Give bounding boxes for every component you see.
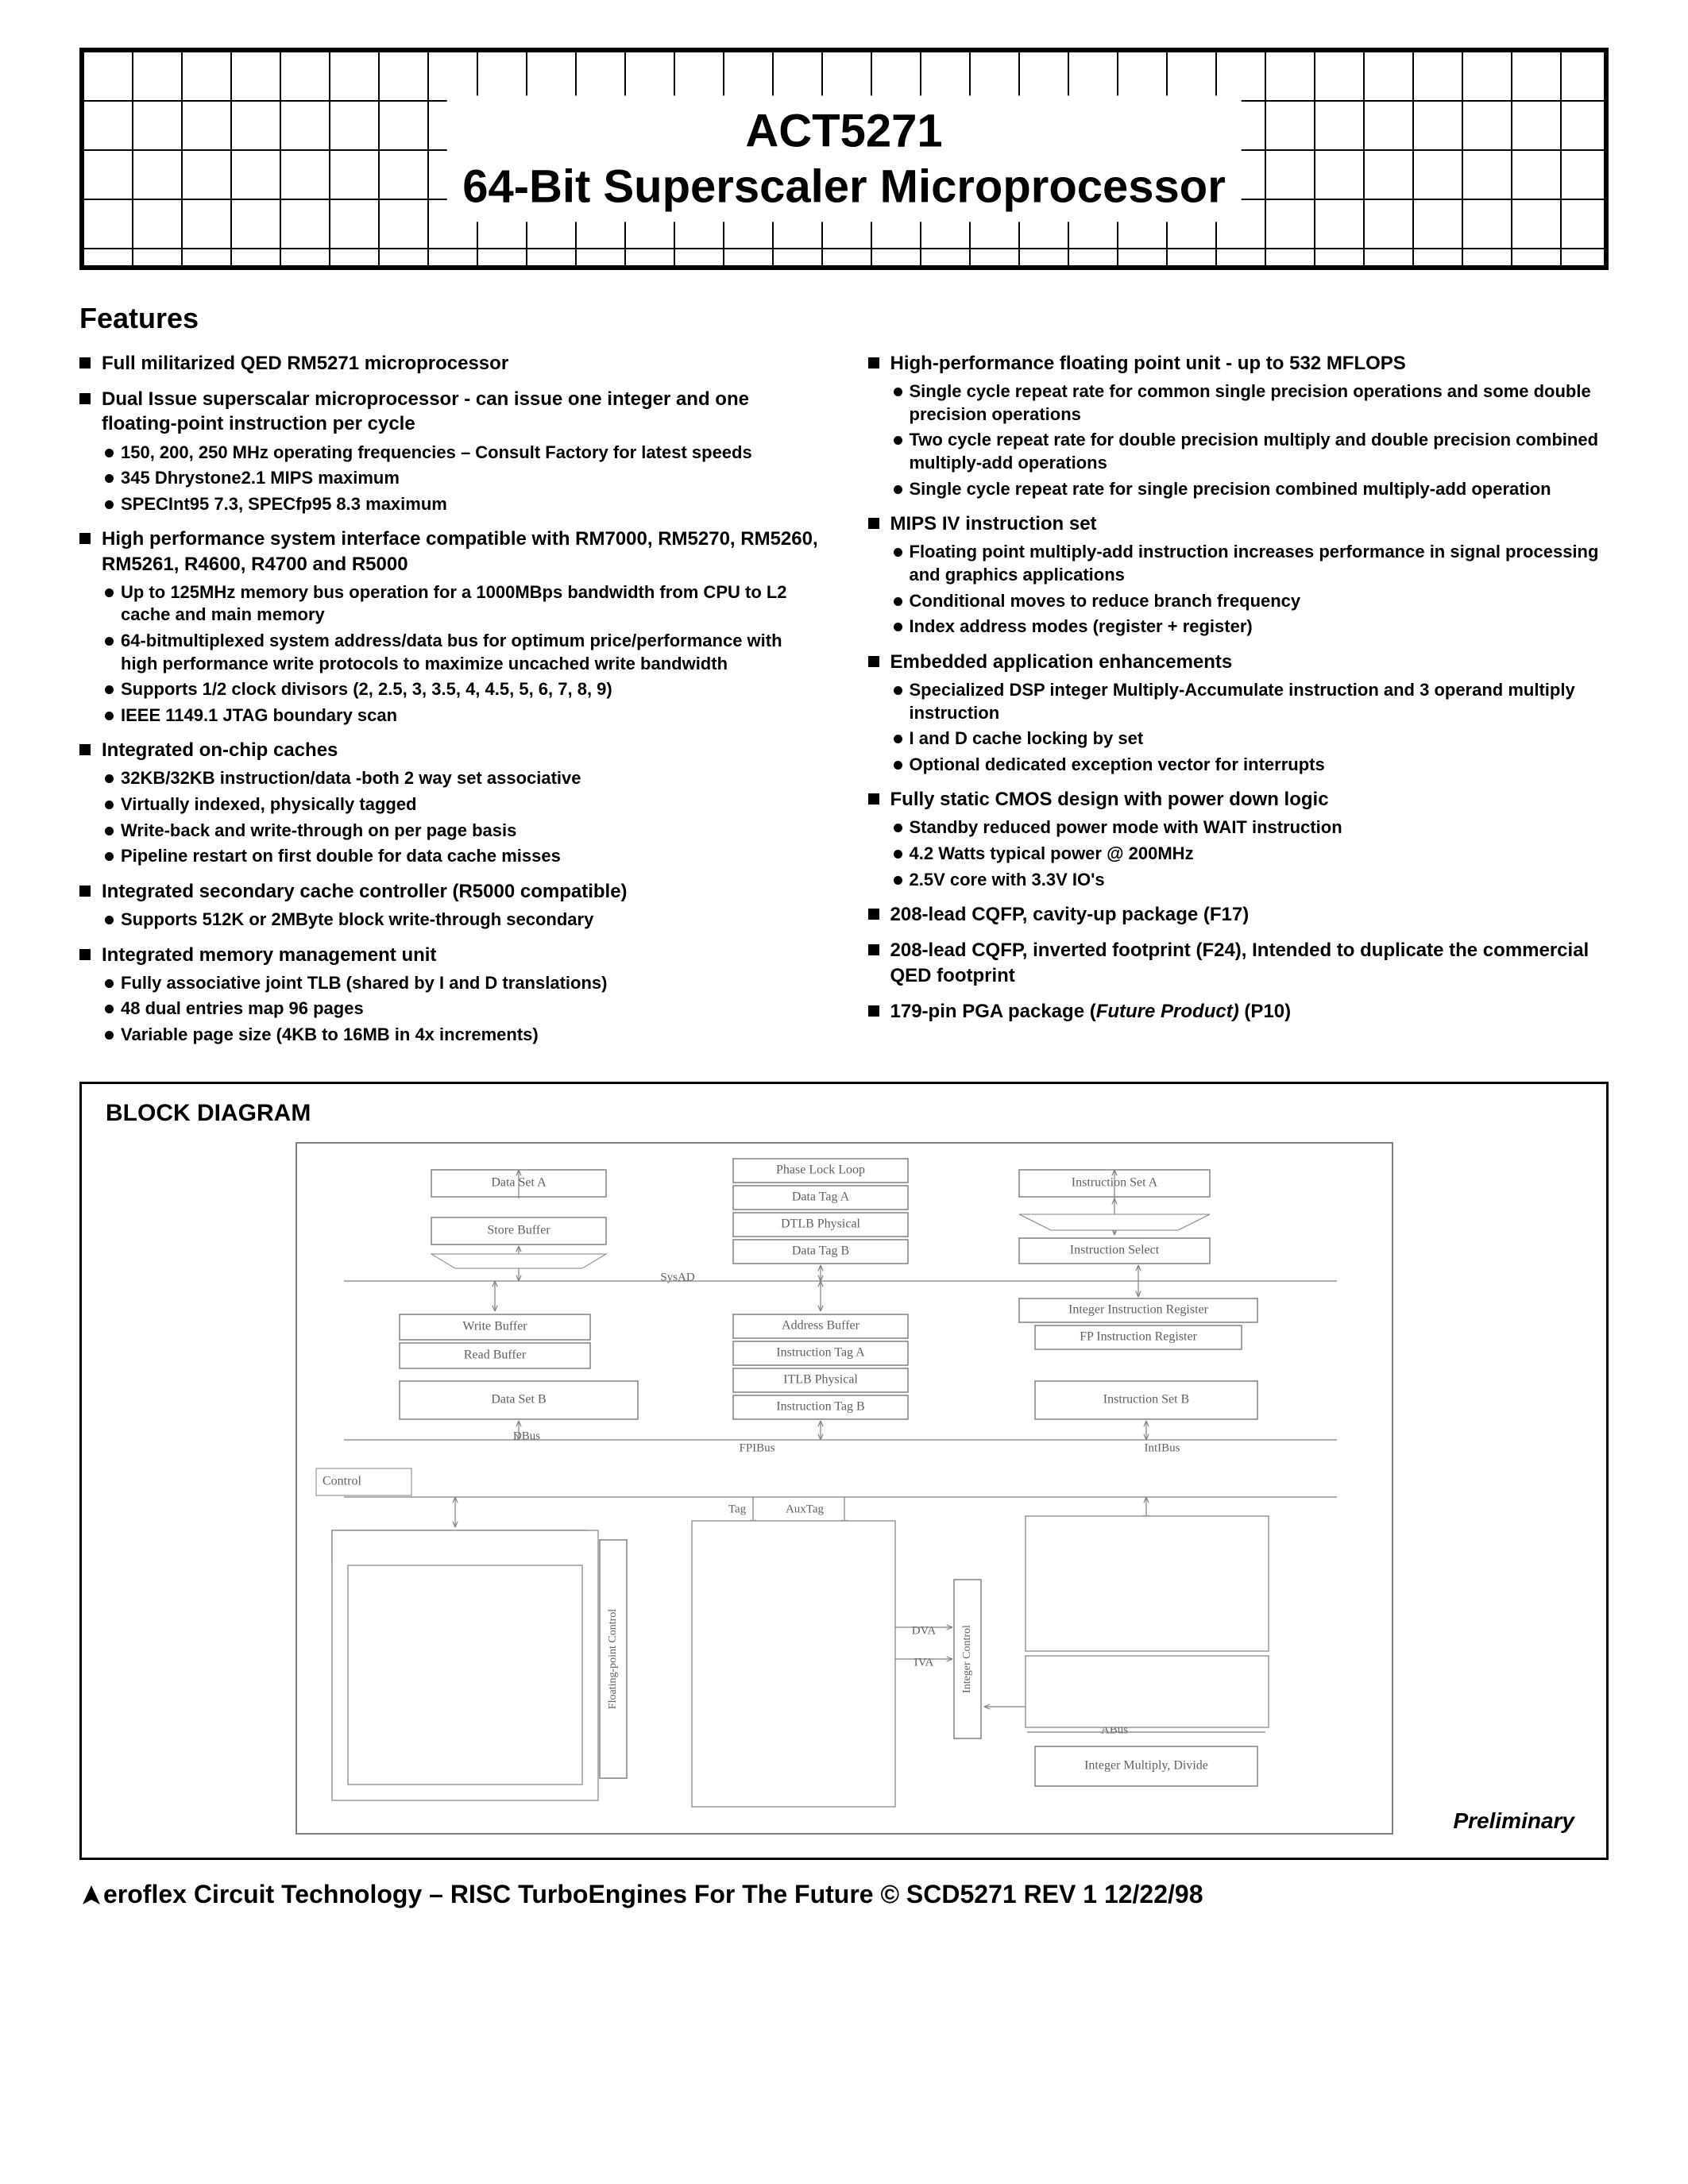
block-diagram-section: BLOCK DIAGRAM Data Set AStore BufferPhas… — [79, 1082, 1609, 1860]
svg-text:Data Tag B: Data Tag B — [791, 1244, 848, 1257]
header-title: ACT5271 64-Bit Superscaler Microprocesso… — [446, 95, 1242, 222]
feature-sub-item: Single cycle repeat rate for single prec… — [890, 478, 1609, 501]
feature-item: Full militarized QED RM5271 microprocess… — [79, 351, 821, 376]
feature-item: High performance system interface compat… — [79, 527, 821, 727]
feature-sub-item: SPECInt95 7.3, SPECfp95 8.3 maximum — [102, 493, 821, 516]
svg-text:SysAD: SysAD — [660, 1271, 695, 1283]
feature-sub-list: Single cycle repeat rate for common sing… — [890, 380, 1609, 500]
svg-text:Integer Instruction Register: Integer Instruction Register — [1068, 1302, 1209, 1316]
svg-text:Data Tag A: Data Tag A — [791, 1190, 849, 1203]
footer: eroflex Circuit Technology – RISC TurboE… — [79, 1880, 1609, 1909]
svg-text:Phase Lock Loop: Phase Lock Loop — [776, 1163, 865, 1176]
feature-sub-list: 32KB/32KB instruction/data -both 2 way s… — [102, 767, 821, 867]
feature-sub-item: Optional dedicated exception vector for … — [890, 754, 1609, 777]
svg-text:DTLB Physical: DTLB Physical — [781, 1217, 861, 1230]
svg-text:DVA: DVA — [911, 1624, 936, 1637]
feature-sub-item: Floating point multiply-add instruction … — [890, 541, 1609, 586]
svg-text:Instruction Select: Instruction Select — [1069, 1243, 1159, 1256]
feature-sub-item: Virtually indexed, physically tagged — [102, 793, 821, 816]
features-list-right: High-performance floating point unit - u… — [868, 351, 1609, 1024]
feature-item: Integrated on-chip caches32KB/32KB instr… — [79, 738, 821, 868]
feature-sub-item: Two cycle repeat rate for double precisi… — [890, 429, 1609, 474]
block-diagram-svg: Data Set AStore BufferPhase Lock LoopDat… — [288, 1135, 1400, 1842]
svg-text:Data Set B: Data Set B — [491, 1392, 546, 1406]
header-line2: 64-Bit Superscaler Microprocessor — [462, 159, 1226, 214]
feature-sub-list: Floating point multiply-add instruction … — [890, 541, 1609, 638]
feature-item: Integrated secondary cache controller (R… — [79, 879, 821, 932]
footer-text: eroflex Circuit Technology – RISC TurboE… — [103, 1880, 1203, 1908]
feature-sub-item: Write-back and write-through on per page… — [102, 820, 821, 843]
svg-text:Instruction Tag A: Instruction Tag A — [776, 1345, 865, 1359]
feature-sub-item: Supports 1/2 clock divisors (2, 2.5, 3, … — [102, 678, 821, 701]
block-diagram-title: BLOCK DIAGRAM — [106, 1100, 1582, 1127]
feature-sub-list: Up to 125MHz memory bus operation for a … — [102, 581, 821, 727]
svg-text:FP Instruction Register: FP Instruction Register — [1080, 1329, 1198, 1343]
feature-item: MIPS IV instruction setFloating point mu… — [868, 511, 1609, 639]
features-columns: Full militarized QED RM5271 microprocess… — [79, 351, 1609, 1058]
feature-sub-item: 48 dual entries map 96 pages — [102, 997, 821, 1021]
svg-text:Write Buffer: Write Buffer — [462, 1319, 527, 1333]
feature-sub-list: Supports 512K or 2MByte block write-thro… — [102, 909, 821, 932]
feature-sub-item: Conditional moves to reduce branch frequ… — [890, 590, 1609, 613]
feature-item: Fully static CMOS design with power down… — [868, 787, 1609, 891]
svg-text:Instruction Set B: Instruction Set B — [1103, 1392, 1188, 1406]
svg-text:Tag: Tag — [728, 1503, 746, 1515]
svg-text:Instruction Tag B: Instruction Tag B — [776, 1399, 864, 1413]
feature-item: 208-lead CQFP, inverted footprint (F24),… — [868, 938, 1609, 987]
feature-sub-item: Up to 125MHz memory bus operation for a … — [102, 581, 821, 627]
svg-text:ITLB Physical: ITLB Physical — [783, 1372, 858, 1386]
svg-text:Control: Control — [323, 1474, 361, 1488]
features-col-left: Full militarized QED RM5271 microprocess… — [79, 351, 821, 1058]
svg-text:Read Buffer: Read Buffer — [463, 1348, 526, 1361]
svg-text:Floating-point Control: Floating-point Control — [607, 1608, 619, 1709]
feature-sub-item: Supports 512K or 2MByte block write-thro… — [102, 909, 821, 932]
feature-sub-item: Fully associative joint TLB (shared by I… — [102, 972, 821, 995]
feature-sub-item: 64-bitmultiplexed system address/data bu… — [102, 630, 821, 675]
feature-item: Dual Issue superscalar microprocessor - … — [79, 387, 821, 515]
feature-sub-item: 345 Dhrystone2.1 MIPS maximum — [102, 467, 821, 490]
aeroflex-logo-icon — [79, 1884, 103, 1908]
feature-sub-list: 150, 200, 250 MHz operating frequencies … — [102, 442, 821, 516]
feature-sub-item: Variable page size (4KB to 16MB in 4x in… — [102, 1024, 821, 1047]
feature-sub-item: Pipeline restart on first double for dat… — [102, 845, 821, 868]
svg-text:Integer Multiply, Divide: Integer Multiply, Divide — [1084, 1758, 1208, 1772]
feature-item: High-performance floating point unit - u… — [868, 351, 1609, 500]
feature-sub-list: Fully associative joint TLB (shared by I… — [102, 972, 821, 1047]
features-col-right: High-performance floating point unit - u… — [868, 351, 1609, 1058]
svg-text:FPIBus: FPIBus — [739, 1441, 774, 1454]
feature-sub-item: 2.5V core with 3.3V IO's — [890, 869, 1609, 892]
feature-item: 208-lead CQFP, cavity-up package (F17) — [868, 902, 1609, 927]
feature-sub-list: Specialized DSP integer Multiply-Accumul… — [890, 679, 1609, 776]
features-heading: Features — [79, 302, 1609, 335]
svg-text:Store Buffer: Store Buffer — [487, 1223, 550, 1237]
feature-sub-item: Index address modes (register + register… — [890, 615, 1609, 639]
svg-text:AuxTag: AuxTag — [785, 1503, 824, 1515]
header-grid-box: ACT5271 64-Bit Superscaler Microprocesso… — [79, 48, 1609, 270]
feature-sub-item: IEEE 1149.1 JTAG boundary scan — [102, 704, 821, 727]
preliminary-label: Preliminary — [1453, 1808, 1574, 1834]
feature-sub-item: 32KB/32KB instruction/data -both 2 way s… — [102, 767, 821, 790]
feature-item: Integrated memory management unitFully a… — [79, 943, 821, 1047]
feature-sub-item: Single cycle repeat rate for common sing… — [890, 380, 1609, 426]
feature-sub-item: I and D cache locking by set — [890, 727, 1609, 751]
feature-item: Embedded application enhancementsSpecial… — [868, 650, 1609, 777]
feature-sub-item: Standby reduced power mode with WAIT ins… — [890, 816, 1609, 839]
feature-item: 179-pin PGA package (Future Product) (P1… — [868, 999, 1609, 1024]
svg-text:Address Buffer: Address Buffer — [782, 1318, 860, 1332]
header-line1: ACT5271 — [462, 103, 1226, 159]
svg-text:IntIBus: IntIBus — [1144, 1441, 1180, 1454]
feature-sub-item: 150, 200, 250 MHz operating frequencies … — [102, 442, 821, 465]
svg-text:IVA: IVA — [914, 1656, 933, 1669]
feature-sub-item: Specialized DSP integer Multiply-Accumul… — [890, 679, 1609, 724]
features-list-left: Full militarized QED RM5271 microprocess… — [79, 351, 821, 1047]
feature-sub-list: Standby reduced power mode with WAIT ins… — [890, 816, 1609, 891]
svg-text:Integer Control: Integer Control — [961, 1625, 973, 1693]
feature-sub-item: 4.2 Watts typical power @ 200MHz — [890, 843, 1609, 866]
